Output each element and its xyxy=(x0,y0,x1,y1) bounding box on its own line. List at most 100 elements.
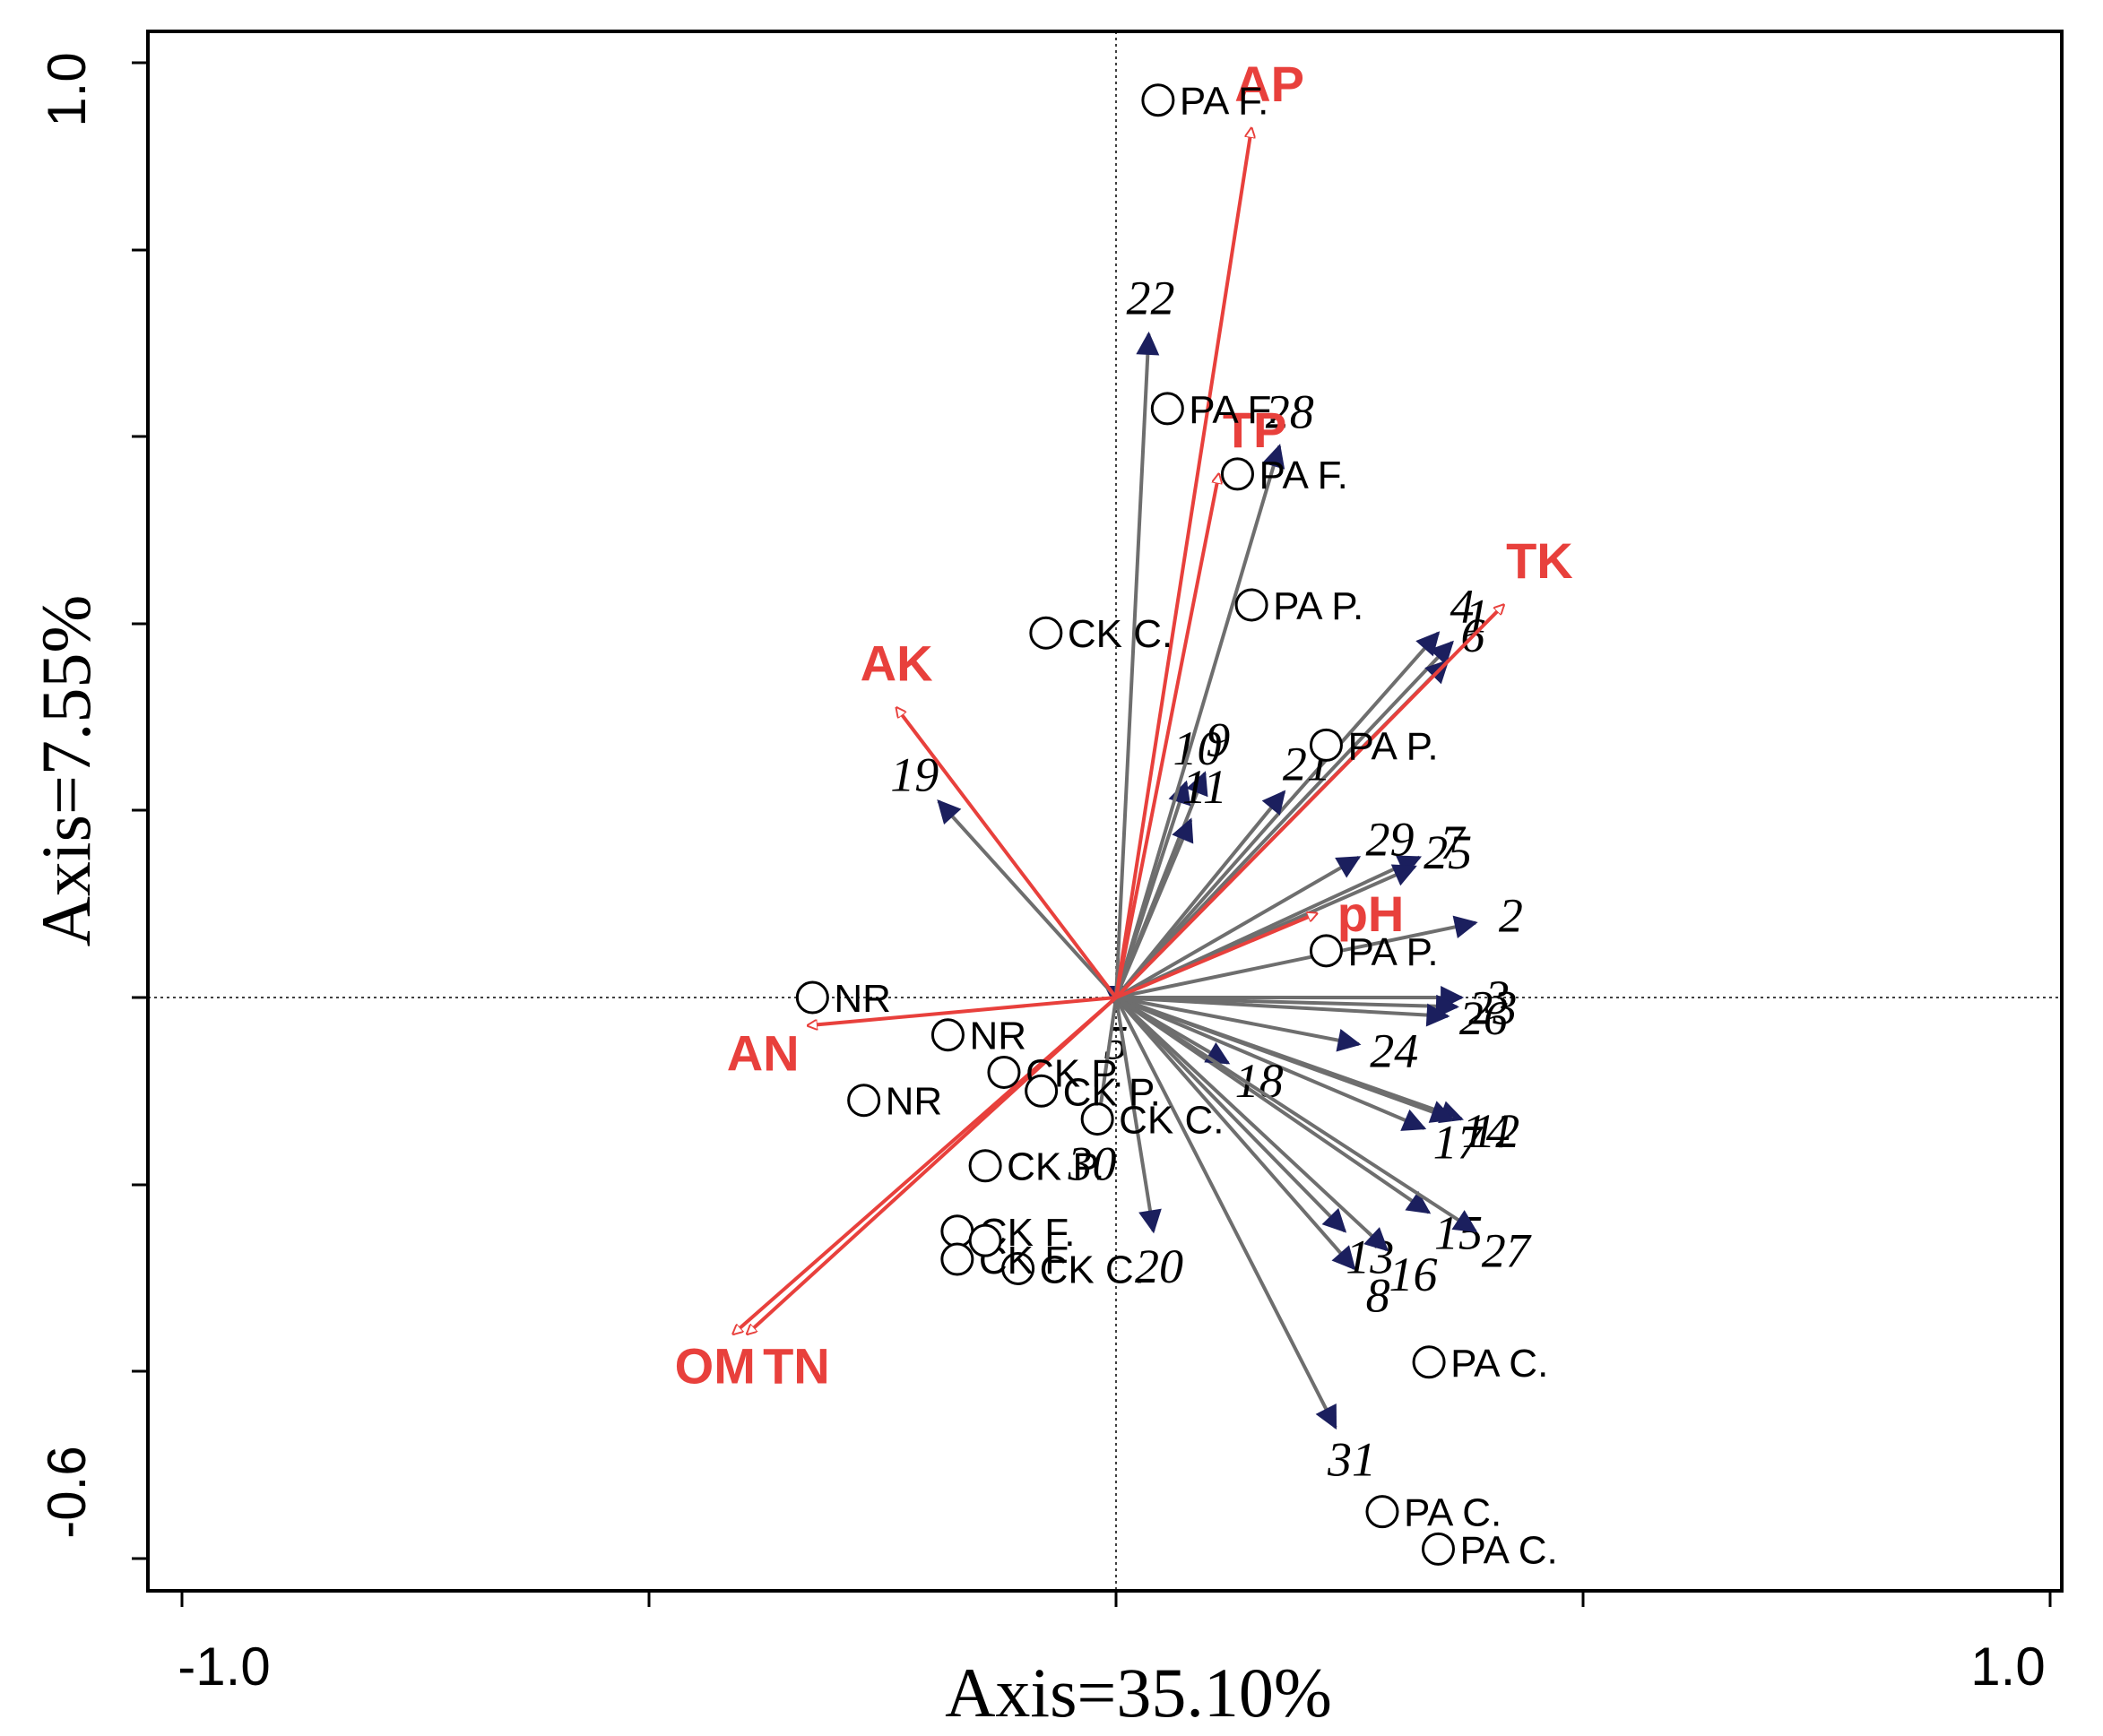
species-label: 31 xyxy=(1327,1432,1376,1486)
species-label: 13 xyxy=(1346,1230,1394,1283)
species-vector-29 xyxy=(1114,855,1362,999)
site-point xyxy=(968,1149,1002,1183)
env-vector-tk xyxy=(1114,605,1503,999)
y-tick-label-min: -0.6 xyxy=(37,1446,97,1538)
species-label: 2 xyxy=(1499,888,1523,942)
species-vectors: 1234567891011121314151617181920212223242… xyxy=(890,272,1532,1487)
site-point xyxy=(1080,1102,1114,1136)
species-label: 28 xyxy=(1266,384,1314,438)
species-label: 9 xyxy=(1206,713,1230,766)
y-tick-label-max: 1.0 xyxy=(37,52,97,126)
site-label: PA F. xyxy=(1180,80,1268,124)
species-label: 4 xyxy=(1450,579,1474,633)
species-vector-17 xyxy=(1115,996,1427,1131)
species-vector-13 xyxy=(1114,996,1347,1233)
site-point xyxy=(1141,83,1175,117)
species-label: 29 xyxy=(1366,813,1415,867)
site-label: NR xyxy=(969,1015,1026,1058)
site-label: PA C. xyxy=(1404,1491,1502,1535)
site-label: NR xyxy=(834,977,891,1021)
species-label: 19 xyxy=(890,747,939,801)
site-point xyxy=(847,1084,881,1118)
species-label: 8 xyxy=(1366,1269,1390,1323)
species-label: 12 xyxy=(1471,1104,1519,1158)
species-vector-27 xyxy=(1114,996,1478,1233)
species-vector-2 xyxy=(1115,915,1478,999)
species-label: 14 xyxy=(1462,1104,1510,1158)
site-point xyxy=(1029,616,1063,650)
site-label: CK C. xyxy=(1068,612,1173,656)
site-label: PA P. xyxy=(1273,584,1363,628)
species-label: 16 xyxy=(1389,1248,1437,1301)
env-vector-ph xyxy=(1115,913,1317,999)
species-label: 27 xyxy=(1482,1224,1532,1278)
site-point xyxy=(1001,1251,1035,1285)
species-label: 10 xyxy=(1173,721,1222,775)
species-vector-24 xyxy=(1115,996,1362,1052)
species-label: 25 xyxy=(1424,825,1472,879)
site-label: PA P. xyxy=(1347,930,1438,974)
species-label: 17 xyxy=(1433,1116,1484,1170)
site-point xyxy=(795,980,829,1015)
env-vector-an xyxy=(808,996,1117,1025)
species-vector-28 xyxy=(1114,444,1285,998)
species-vector-14 xyxy=(1115,996,1455,1123)
site-label: PA C. xyxy=(1459,1528,1557,1572)
site-label: CK C. xyxy=(1119,1099,1224,1143)
plot-frame xyxy=(146,30,2064,1593)
site-label: PA C. xyxy=(1450,1342,1548,1386)
env-vector-ak xyxy=(896,708,1118,999)
species-label: 23 xyxy=(1468,981,1517,1035)
site-label: CK C. xyxy=(1040,1248,1145,1291)
env-label: AP xyxy=(1234,56,1304,112)
species-label: 26 xyxy=(1459,991,1508,1045)
site-point xyxy=(968,1223,1002,1257)
site-label: NR xyxy=(886,1080,943,1124)
species-vector-16 xyxy=(1114,996,1389,1252)
x-tick-label-max: 1.0 xyxy=(1970,1637,2045,1697)
site-point xyxy=(1150,392,1184,426)
site-point xyxy=(1412,1345,1446,1379)
env-label: TK xyxy=(1506,532,1573,589)
site-point xyxy=(940,1242,974,1276)
site-point xyxy=(940,1214,974,1248)
env-label: OM xyxy=(675,1337,756,1394)
env-label: AK xyxy=(861,635,933,692)
site-label: PA P. xyxy=(1347,724,1438,768)
species-label: 24 xyxy=(1370,1024,1418,1078)
species-vector-19 xyxy=(937,799,1118,999)
env-vector-tp xyxy=(1114,474,1219,998)
species-vector-8 xyxy=(1114,996,1356,1271)
env-vector-ap xyxy=(1114,128,1251,998)
site-point xyxy=(1220,457,1254,491)
species-label: 15 xyxy=(1434,1206,1483,1260)
site-point xyxy=(987,1055,1021,1089)
site-point xyxy=(1234,588,1268,622)
species-vector-20 xyxy=(1114,997,1162,1234)
species-label: 11 xyxy=(1182,760,1227,814)
species-vector-21 xyxy=(1114,790,1286,999)
species-label: 7 xyxy=(1440,816,1466,869)
species-vector-26 xyxy=(1115,996,1450,1027)
site-label: CK P. xyxy=(1063,1070,1161,1114)
species-vector-31 xyxy=(1114,997,1337,1430)
species-label: 22 xyxy=(1126,272,1174,325)
env-label: TN xyxy=(763,1337,830,1394)
env-label: TP xyxy=(1223,402,1287,458)
site-point xyxy=(930,1018,965,1052)
site-label: PA F. xyxy=(1259,453,1347,497)
env-label: pH xyxy=(1337,885,1405,942)
site-label: PA F. xyxy=(1189,388,1277,432)
site-point xyxy=(1421,1532,1455,1566)
species-vector-11 xyxy=(1114,817,1194,998)
env-label: AN xyxy=(727,1024,800,1081)
site-point xyxy=(1309,934,1343,968)
site-label: CK P. xyxy=(1007,1145,1104,1189)
x-axis-title: Axis=35.10% xyxy=(945,1654,1332,1732)
site-point xyxy=(1025,1074,1059,1108)
environmental-vectors: AP TP TK pH AK AN OM TN xyxy=(675,56,1573,1394)
species-label: 3 xyxy=(1484,971,1510,1024)
env-vector-tn xyxy=(747,996,1118,1334)
x-tick-label-min: -1.0 xyxy=(177,1637,270,1697)
